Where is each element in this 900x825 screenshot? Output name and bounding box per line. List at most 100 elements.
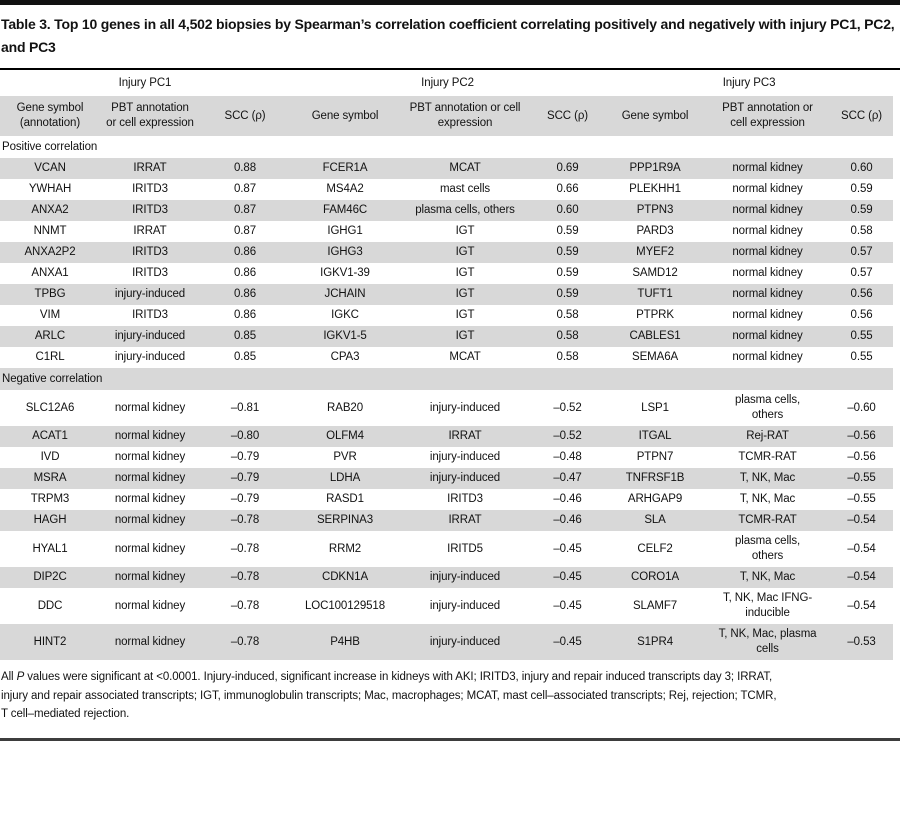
scc-cell: –0.81 xyxy=(230,401,260,414)
gene-cell: YWHAH xyxy=(28,183,72,195)
table-row: VCAN IRRAT 0.88 FCER1A MCAT 0.69 PPP1R9A normal… xyxy=(0,158,894,179)
scc-cell: –0.45 xyxy=(553,635,582,648)
annotation-cell: IRRAT xyxy=(448,514,482,526)
gene-cell: JCHAIN xyxy=(324,288,366,300)
section-header-row: Positive correlation xyxy=(0,136,893,158)
annotation-cell: IGT xyxy=(455,267,475,279)
annotation-cell: normal kidney xyxy=(114,599,186,612)
table-row: YWHAH IRITD3 0.87 MS4A2 mast cells 0.66 PLEKHH… xyxy=(0,179,893,200)
group-header-injury-pc3: Injury PC3 xyxy=(722,77,776,89)
annotation-cell: T, NK, Mac xyxy=(739,472,796,484)
scc-cell: 0.55 xyxy=(850,351,873,363)
gene-cell: ACAT1 xyxy=(32,430,68,442)
annotation-cell: normal kidney xyxy=(114,472,186,484)
gene-cell: SLC12A6 xyxy=(25,401,75,414)
annotation-cell: IGT xyxy=(455,246,475,258)
scc-cell: 0.66 xyxy=(556,183,579,195)
table-row: HYAL1 normal kidney –0.78 RRM2 IRITD5 –0.45 CE… xyxy=(0,531,893,567)
annotation-cell: injury-induced xyxy=(429,472,501,484)
gene-correlation-table: Injury PC1 Injury PC2 Injury PC3 Gene sy… xyxy=(0,70,894,660)
scc-cell: 0.59 xyxy=(556,267,579,279)
scc-cell: 0.57 xyxy=(850,267,873,279)
column-header-pbt-annotation-pc3: PBT annotation or cell expression xyxy=(722,102,813,129)
annotation-cell: normal kidney xyxy=(114,542,186,555)
scc-cell: 0.87 xyxy=(234,225,256,237)
annotation-cell: TCMR-RAT xyxy=(738,514,797,526)
annotation-cell: plasma cells, others xyxy=(734,535,801,562)
gene-cell: ITGAL xyxy=(638,430,672,442)
table-row: C1RL injury-induced 0.85 CPA3 MCAT 0.58 SEMA6A… xyxy=(0,347,893,368)
column-header-scc-pc1: SCC (ρ) xyxy=(224,109,266,122)
scc-cell: –0.45 xyxy=(553,571,582,583)
annotation-cell: IGT xyxy=(455,288,475,300)
annotation-cell: plasma cells, others xyxy=(734,394,801,421)
gene-cell: C1RL xyxy=(35,351,65,363)
annotation-cell: IRITD3 xyxy=(447,493,483,505)
column-header-gene-symbol-pc3: Gene symbol xyxy=(621,109,689,122)
gene-cell: HAGH xyxy=(33,514,67,526)
table-row: SLC12A6 normal kidney –0.81 RAB20 injury-ind… xyxy=(0,390,893,426)
scc-cell: –0.54 xyxy=(847,514,876,526)
annotation-cell: normal kidney xyxy=(732,288,803,300)
gene-cell: SLA xyxy=(644,514,666,526)
column-header-gene-symbol-pc2: Gene symbol xyxy=(311,109,379,122)
column-header-pbt-annotation-pc2: PBT annotation or cell expression xyxy=(409,102,521,129)
table-row: VIM IRITD3 0.86 IGKC IGT 0.58 PTPRK normal kidn… xyxy=(0,305,893,326)
annotation-cell: injury-induced xyxy=(429,599,501,612)
gene-cell: CDKN1A xyxy=(321,571,369,583)
annotation-cell: IRITD5 xyxy=(447,542,483,555)
annotation-cell: normal kidney xyxy=(732,246,803,258)
scc-cell: –0.79 xyxy=(230,493,260,505)
scc-cell: –0.56 xyxy=(847,451,876,463)
annotation-cell: IGT xyxy=(455,309,475,321)
annotation-cell: injury-induced xyxy=(429,571,501,583)
annotation-cell: IGT xyxy=(455,330,475,342)
gene-cell: S1PR4 xyxy=(637,635,673,648)
scc-cell: –0.55 xyxy=(847,493,876,505)
gene-cell: DDC xyxy=(37,599,63,612)
footnote-text-pre: All xyxy=(1,671,17,683)
annotation-cell: injury-induced xyxy=(114,351,186,363)
gene-cell: MSRA xyxy=(33,472,67,484)
gene-cell: HYAL1 xyxy=(32,542,68,555)
annotation-cell: normal kidney xyxy=(114,514,186,526)
scc-cell: –0.79 xyxy=(230,472,260,484)
scc-cell: 0.86 xyxy=(234,309,256,321)
gene-cell: FCER1A xyxy=(322,162,368,174)
annotation-cell: normal kidney xyxy=(114,451,186,463)
annotation-cell: IRRAT xyxy=(133,225,167,237)
gene-cell: VIM xyxy=(39,309,61,321)
scc-cell: 0.69 xyxy=(556,162,579,174)
scc-cell: –0.46 xyxy=(553,493,582,505)
scc-cell: –0.47 xyxy=(553,472,582,484)
gene-cell: LDHA xyxy=(329,472,361,484)
column-header-scc-pc3: SCC (ρ) xyxy=(841,109,883,122)
annotation-cell: normal kidney xyxy=(732,204,803,216)
gene-cell: CPA3 xyxy=(330,351,360,363)
scc-cell: 0.85 xyxy=(234,351,256,363)
annotation-cell: injury-induced xyxy=(114,330,186,342)
gene-cell: SERPINA3 xyxy=(316,514,374,526)
gene-cell: SAMD12 xyxy=(632,267,678,279)
gene-cell: MYEF2 xyxy=(636,246,674,258)
section-label: Positive correlation xyxy=(2,141,98,153)
table-row: NNMT IRRAT 0.87 IGHG1 IGT 0.59 PARD3 normal kid… xyxy=(0,221,893,242)
gene-cell: P4HB xyxy=(330,635,360,648)
annotation-cell: IRITD3 xyxy=(132,204,168,216)
column-header-row: Gene symbol (annotation) PBT annotation … xyxy=(0,96,894,136)
scc-cell: –0.52 xyxy=(553,401,582,414)
gene-cell: RASD1 xyxy=(326,493,364,505)
gene-cell: TPBG xyxy=(34,288,66,300)
scc-cell: 0.60 xyxy=(556,204,579,216)
table-row: HAGH normal kidney –0.78 SERPINA3 IRRAT –0.46… xyxy=(0,510,894,531)
annotation-cell: T, NK, Mac, plasma cells xyxy=(718,628,817,655)
scc-cell: –0.79 xyxy=(230,451,260,463)
scc-cell: –0.45 xyxy=(553,542,582,555)
annotation-cell: mast cells xyxy=(439,183,491,195)
scc-cell: 0.55 xyxy=(850,330,873,342)
top-border-bar xyxy=(0,0,900,5)
column-header-pbt-annotation-pc1: PBT annotation or cell expression xyxy=(106,102,194,129)
annotation-cell: IRITD3 xyxy=(132,246,168,258)
annotation-cell: injury-induced xyxy=(429,451,501,463)
annotation-cell: normal kidney xyxy=(732,330,803,342)
